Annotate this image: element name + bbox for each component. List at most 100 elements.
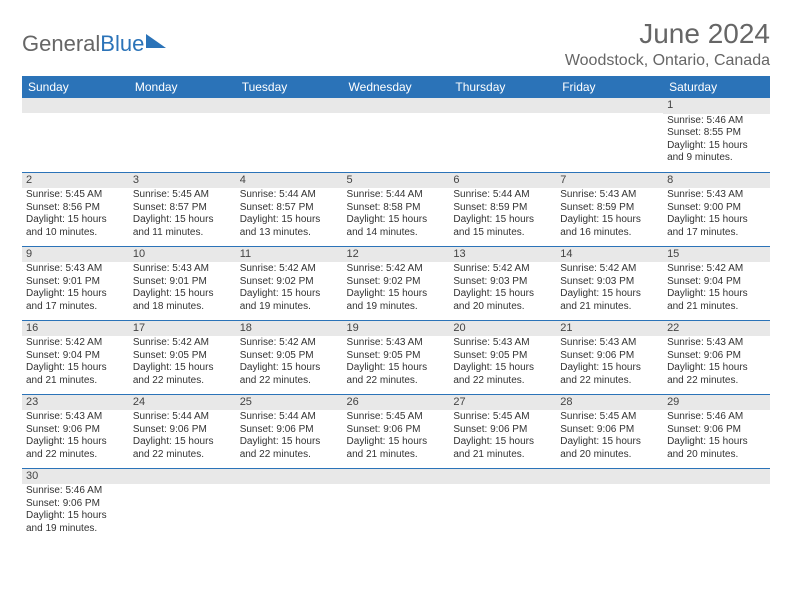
- calendar-day-cell: 18Sunrise: 5:42 AMSunset: 9:05 PMDayligh…: [236, 320, 343, 394]
- daylight-line: Daylight: 15 hours and 21 minutes.: [453, 436, 552, 461]
- calendar-day-cell: 24Sunrise: 5:44 AMSunset: 9:06 PMDayligh…: [129, 394, 236, 468]
- sunrise-line: Sunrise: 5:43 AM: [133, 263, 232, 276]
- day-details: Sunrise: 5:44 AMSunset: 9:06 PMDaylight:…: [236, 410, 343, 464]
- daylight-line: Daylight: 15 hours and 14 minutes.: [347, 214, 446, 239]
- daylight-line: Daylight: 15 hours and 10 minutes.: [26, 214, 125, 239]
- daylight-line: Daylight: 15 hours and 22 minutes.: [240, 436, 339, 461]
- calendar-empty-cell: [449, 98, 556, 172]
- calendar-row: 1Sunrise: 5:46 AMSunset: 8:55 PMDaylight…: [22, 98, 770, 172]
- sunrise-line: Sunrise: 5:45 AM: [453, 411, 552, 424]
- sunset-line: Sunset: 8:55 PM: [667, 127, 766, 140]
- sunrise-line: Sunrise: 5:44 AM: [347, 189, 446, 202]
- sunrise-line: Sunrise: 5:45 AM: [133, 189, 232, 202]
- daylight-line: Daylight: 15 hours and 20 minutes.: [453, 288, 552, 313]
- day-details: Sunrise: 5:42 AMSunset: 9:03 PMDaylight:…: [449, 262, 556, 316]
- day-number: 9: [22, 247, 129, 263]
- day-details: Sunrise: 5:45 AMSunset: 9:06 PMDaylight:…: [556, 410, 663, 464]
- day-details: Sunrise: 5:46 AMSunset: 8:55 PMDaylight:…: [663, 114, 770, 168]
- daylight-line: Daylight: 15 hours and 21 minutes.: [26, 362, 125, 387]
- daylight-line: Daylight: 15 hours and 19 minutes.: [240, 288, 339, 313]
- calendar-day-cell: 15Sunrise: 5:42 AMSunset: 9:04 PMDayligh…: [663, 246, 770, 320]
- sunset-line: Sunset: 8:59 PM: [453, 202, 552, 215]
- calendar-empty-cell: [343, 468, 450, 542]
- calendar-day-cell: 5Sunrise: 5:44 AMSunset: 8:58 PMDaylight…: [343, 172, 450, 246]
- sunrise-line: Sunrise: 5:42 AM: [560, 263, 659, 276]
- sunset-line: Sunset: 9:02 PM: [347, 276, 446, 289]
- day-details: Sunrise: 5:43 AMSunset: 8:59 PMDaylight:…: [556, 188, 663, 242]
- day-number: 18: [236, 321, 343, 337]
- daylight-line: Daylight: 15 hours and 11 minutes.: [133, 214, 232, 239]
- sunrise-line: Sunrise: 5:42 AM: [240, 263, 339, 276]
- daylight-line: Daylight: 15 hours and 22 minutes.: [453, 362, 552, 387]
- sunrise-line: Sunrise: 5:45 AM: [347, 411, 446, 424]
- day-details: Sunrise: 5:43 AMSunset: 9:06 PMDaylight:…: [663, 336, 770, 390]
- day-number: 19: [343, 321, 450, 337]
- day-details: Sunrise: 5:43 AMSunset: 9:05 PMDaylight:…: [343, 336, 450, 390]
- sunset-line: Sunset: 9:06 PM: [240, 424, 339, 437]
- day-details: Sunrise: 5:42 AMSunset: 9:04 PMDaylight:…: [663, 262, 770, 316]
- sunset-line: Sunset: 9:03 PM: [560, 276, 659, 289]
- weekday-header: Tuesday: [236, 76, 343, 98]
- day-number: 1: [663, 98, 770, 114]
- daylight-line: Daylight: 15 hours and 21 minutes.: [667, 288, 766, 313]
- day-details: Sunrise: 5:42 AMSunset: 9:04 PMDaylight:…: [22, 336, 129, 390]
- calendar-empty-cell: [343, 98, 450, 172]
- sunset-line: Sunset: 8:59 PM: [560, 202, 659, 215]
- day-number: 6: [449, 173, 556, 189]
- day-number-bar: [556, 469, 663, 484]
- calendar-day-cell: 30Sunrise: 5:46 AMSunset: 9:06 PMDayligh…: [22, 468, 129, 542]
- calendar-empty-cell: [236, 98, 343, 172]
- sunrise-line: Sunrise: 5:43 AM: [26, 411, 125, 424]
- day-number-bar: [663, 469, 770, 484]
- calendar-day-cell: 26Sunrise: 5:45 AMSunset: 9:06 PMDayligh…: [343, 394, 450, 468]
- calendar-empty-cell: [129, 468, 236, 542]
- weekday-header: Monday: [129, 76, 236, 98]
- calendar-day-cell: 10Sunrise: 5:43 AMSunset: 9:01 PMDayligh…: [129, 246, 236, 320]
- calendar-day-cell: 16Sunrise: 5:42 AMSunset: 9:04 PMDayligh…: [22, 320, 129, 394]
- calendar-day-cell: 27Sunrise: 5:45 AMSunset: 9:06 PMDayligh…: [449, 394, 556, 468]
- day-number: 26: [343, 395, 450, 411]
- sunrise-line: Sunrise: 5:44 AM: [240, 411, 339, 424]
- day-number: 15: [663, 247, 770, 263]
- weekday-header: Saturday: [663, 76, 770, 98]
- day-number: 11: [236, 247, 343, 263]
- day-number-bar: [556, 98, 663, 113]
- sunset-line: Sunset: 9:05 PM: [133, 350, 232, 363]
- sunset-line: Sunset: 9:05 PM: [453, 350, 552, 363]
- day-number: 25: [236, 395, 343, 411]
- daylight-line: Daylight: 15 hours and 18 minutes.: [133, 288, 232, 313]
- day-number: 20: [449, 321, 556, 337]
- sunset-line: Sunset: 9:06 PM: [133, 424, 232, 437]
- day-number: 16: [22, 321, 129, 337]
- sunset-line: Sunset: 9:01 PM: [26, 276, 125, 289]
- day-number: 28: [556, 395, 663, 411]
- sunset-line: Sunset: 9:06 PM: [26, 424, 125, 437]
- daylight-line: Daylight: 15 hours and 16 minutes.: [560, 214, 659, 239]
- day-number: 27: [449, 395, 556, 411]
- day-details: Sunrise: 5:42 AMSunset: 9:05 PMDaylight:…: [129, 336, 236, 390]
- day-details: Sunrise: 5:43 AMSunset: 9:00 PMDaylight:…: [663, 188, 770, 242]
- day-details: Sunrise: 5:43 AMSunset: 9:06 PMDaylight:…: [556, 336, 663, 390]
- day-details: Sunrise: 5:42 AMSunset: 9:02 PMDaylight:…: [343, 262, 450, 316]
- daylight-line: Daylight: 15 hours and 21 minutes.: [347, 436, 446, 461]
- sunrise-line: Sunrise: 5:42 AM: [26, 337, 125, 350]
- day-number: 21: [556, 321, 663, 337]
- day-details: Sunrise: 5:42 AMSunset: 9:02 PMDaylight:…: [236, 262, 343, 316]
- sunset-line: Sunset: 9:03 PM: [453, 276, 552, 289]
- day-number-bar: [22, 98, 129, 113]
- calendar-day-cell: 12Sunrise: 5:42 AMSunset: 9:02 PMDayligh…: [343, 246, 450, 320]
- day-number: 13: [449, 247, 556, 263]
- day-number-bar: [129, 98, 236, 113]
- day-number: 4: [236, 173, 343, 189]
- sunset-line: Sunset: 9:06 PM: [667, 350, 766, 363]
- day-number: 5: [343, 173, 450, 189]
- daylight-line: Daylight: 15 hours and 22 minutes.: [240, 362, 339, 387]
- sunset-line: Sunset: 9:06 PM: [560, 350, 659, 363]
- calendar-table: SundayMondayTuesdayWednesdayThursdayFrid…: [22, 76, 770, 542]
- day-number: 10: [129, 247, 236, 263]
- calendar-day-cell: 22Sunrise: 5:43 AMSunset: 9:06 PMDayligh…: [663, 320, 770, 394]
- daylight-line: Daylight: 15 hours and 20 minutes.: [560, 436, 659, 461]
- sunrise-line: Sunrise: 5:45 AM: [560, 411, 659, 424]
- calendar-day-cell: 13Sunrise: 5:42 AMSunset: 9:03 PMDayligh…: [449, 246, 556, 320]
- day-details: Sunrise: 5:44 AMSunset: 8:58 PMDaylight:…: [343, 188, 450, 242]
